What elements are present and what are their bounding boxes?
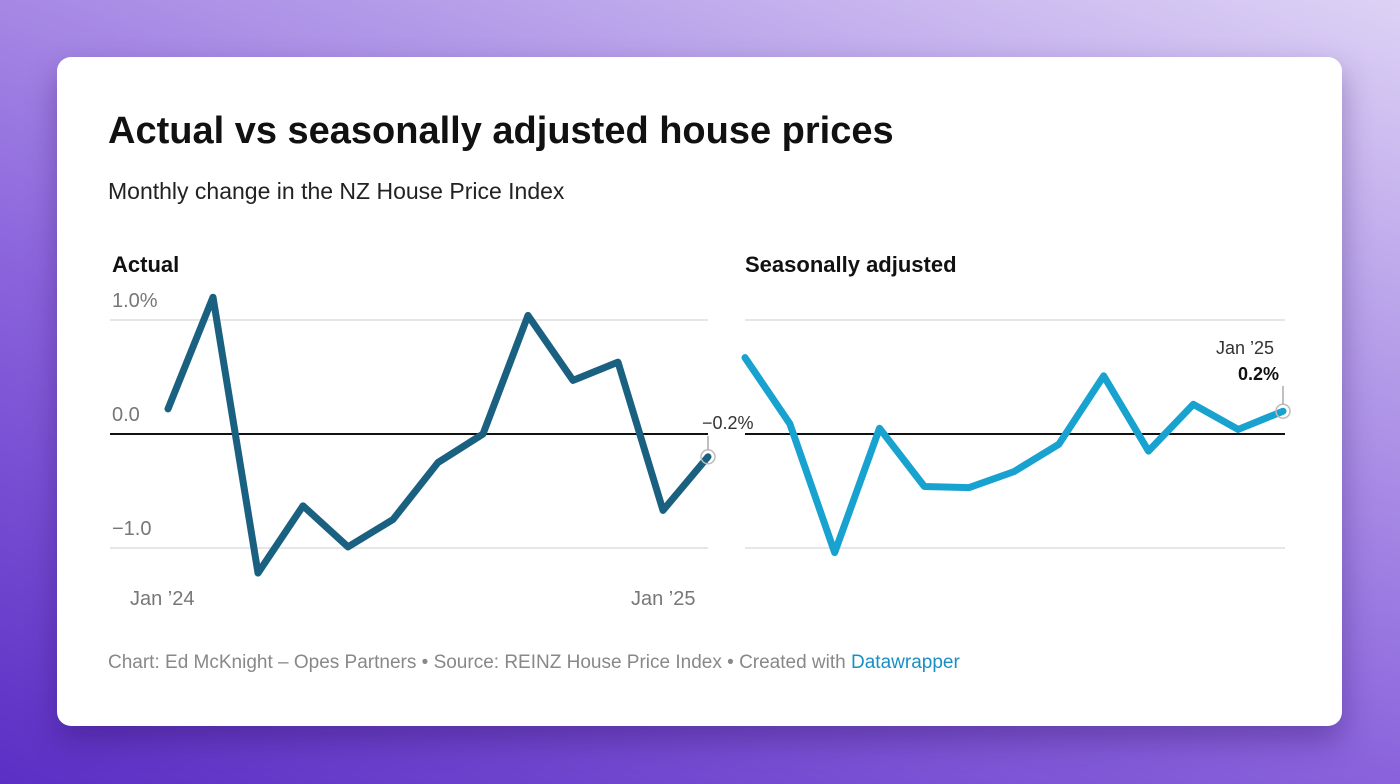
actual-end-label: −0.2% <box>702 413 754 433</box>
y-tick-label: 1.0% <box>112 290 158 312</box>
seasonal-series-line <box>741 354 1287 557</box>
actual-series-line <box>164 293 712 577</box>
chart-subtitle: Monthly change in the NZ House Price Ind… <box>108 178 565 204</box>
y-tick-label: 0.0 <box>112 404 140 426</box>
x-tick-label: Jan ’25 <box>631 588 696 610</box>
x-tick-label: Jan ’24 <box>130 588 195 610</box>
y-tick-label: −1.0 <box>112 518 152 540</box>
panel-title-seasonal: Seasonally adjusted <box>745 252 957 277</box>
footer-credits: Chart: Ed McKnight – Opes Partners • Sou… <box>108 652 852 673</box>
seasonal-end-label: 0.2% <box>1238 364 1280 384</box>
datawrapper-link[interactable]: Datawrapper <box>851 652 960 673</box>
seasonal-end-date: Jan ’25 <box>1216 338 1275 358</box>
panel-title-actual: Actual <box>112 252 180 277</box>
chart-footer: Chart: Ed McKnight – Opes Partners • Sou… <box>108 652 960 674</box>
chart-card <box>57 57 1342 726</box>
chart-title: Actual vs seasonally adjusted house pric… <box>108 110 894 152</box>
